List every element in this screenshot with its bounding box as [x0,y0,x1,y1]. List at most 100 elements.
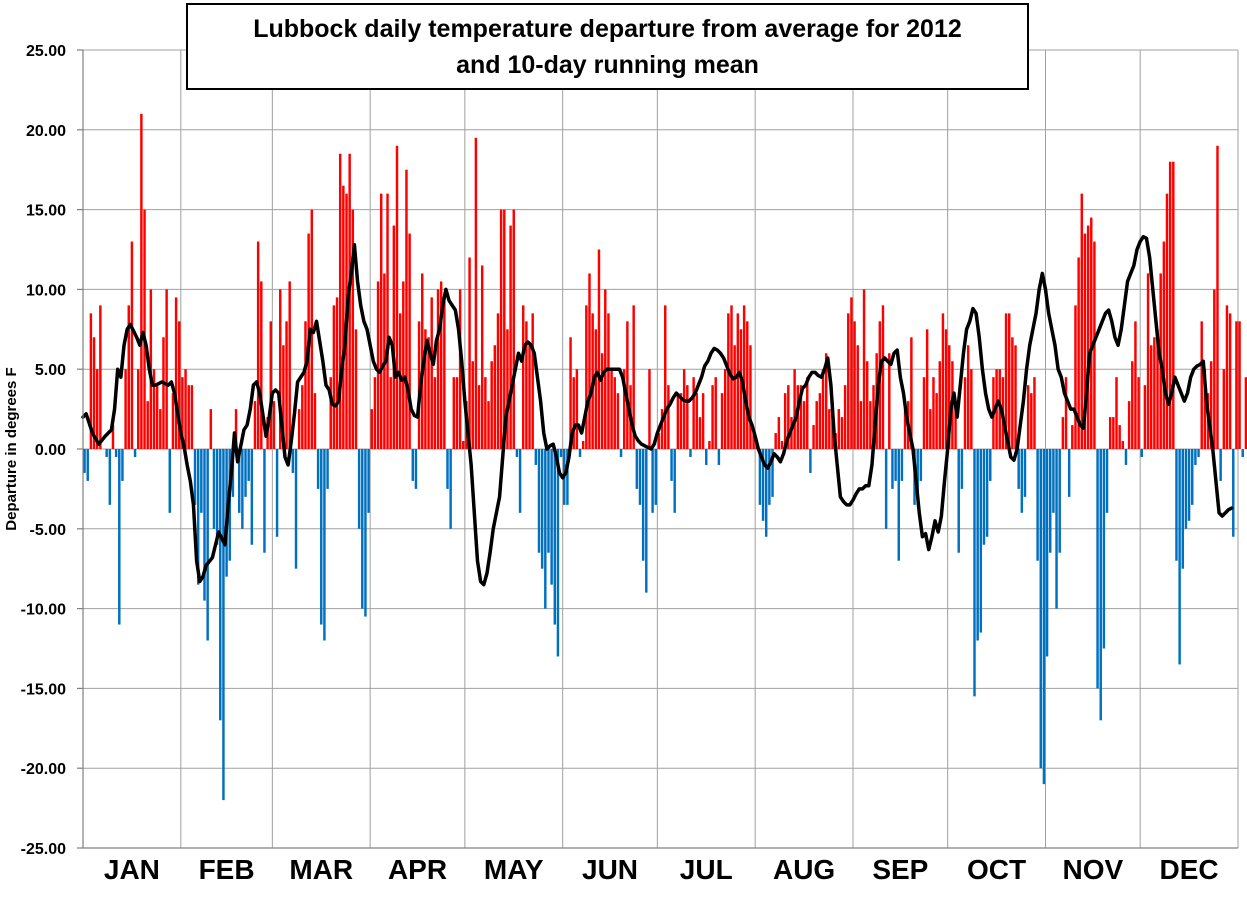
bar [1165,193,1169,449]
bar [960,449,964,489]
bar [635,449,639,489]
bar [840,417,844,449]
bar [1096,449,1099,689]
bar [133,449,137,457]
bar [203,449,206,601]
bar [354,329,358,449]
bar [613,377,616,449]
month-label: NOV [1062,854,1123,885]
bar [471,361,474,449]
bar [793,369,796,449]
bar [727,313,730,449]
bar [408,233,411,449]
bar [1156,329,1159,449]
bar [1115,377,1118,449]
bar [1074,305,1077,449]
bar [1191,449,1194,505]
bar [521,305,525,449]
bar [184,369,187,449]
y-tick-label: 20.00 [26,123,66,140]
bar [537,449,541,553]
bar [670,449,673,481]
bar [777,417,781,449]
bar [654,449,657,505]
month-label: AUG [773,854,835,885]
month-label: SEP [872,854,928,885]
bar [585,305,588,449]
bar [698,417,702,449]
bar [768,449,771,505]
bar [739,329,743,449]
bar [462,441,465,449]
bar [282,345,285,449]
bar [865,361,869,449]
bar [143,209,146,449]
bar [392,225,396,449]
bar [1241,449,1244,457]
bar [1140,449,1143,457]
bar [1064,377,1068,449]
bar [200,449,203,513]
bar [1014,345,1017,449]
bar [531,313,534,449]
bar [881,305,885,449]
bar [509,225,512,449]
bar [1058,449,1061,553]
bar [1222,369,1226,449]
bar [1225,305,1229,449]
bar [446,449,449,489]
bar [764,449,768,537]
bar [1200,321,1203,449]
bar [1026,385,1030,449]
bar [1077,257,1080,449]
bar [607,313,610,449]
running-mean-line [81,234,1234,587]
bar [449,449,452,529]
bar [1244,377,1247,449]
y-tick-label: 15.00 [26,203,66,220]
bar [1238,321,1241,449]
bar [1168,161,1172,449]
bar [111,425,115,449]
bar [1219,449,1222,481]
bar [1039,449,1042,769]
bar [1121,441,1125,449]
bar [679,393,683,449]
bar [316,449,320,489]
bar [944,329,948,449]
bar [1228,313,1232,449]
bar [1011,337,1014,449]
month-label: APR [388,854,447,885]
bar [664,305,667,449]
bar [99,305,102,449]
bar [749,345,752,449]
bar [506,329,509,449]
bar [597,249,601,449]
bar [193,449,197,505]
bar [1209,361,1213,449]
bar [720,393,724,449]
month-label: FEB [199,854,255,885]
bar [1112,417,1115,449]
bar [1049,449,1052,553]
y-tick-label: 0.00 [35,442,66,459]
bar [1108,417,1112,449]
bar [708,441,711,449]
bar [989,449,992,481]
bar [910,337,913,449]
bar [1045,449,1049,657]
bar [219,449,222,721]
chart-title-line-2: and 10-day running mean [456,50,759,79]
bar [1181,449,1185,569]
bar [954,401,957,449]
bar [253,401,257,449]
month-label: MAR [289,854,353,885]
y-tick-label: -25.00 [21,841,66,858]
bar [402,281,405,449]
y-tick-label: -10.00 [21,602,66,619]
bar [916,449,919,505]
bar [512,209,515,449]
bar [1071,425,1074,449]
bar [938,361,942,449]
bar [171,393,175,449]
